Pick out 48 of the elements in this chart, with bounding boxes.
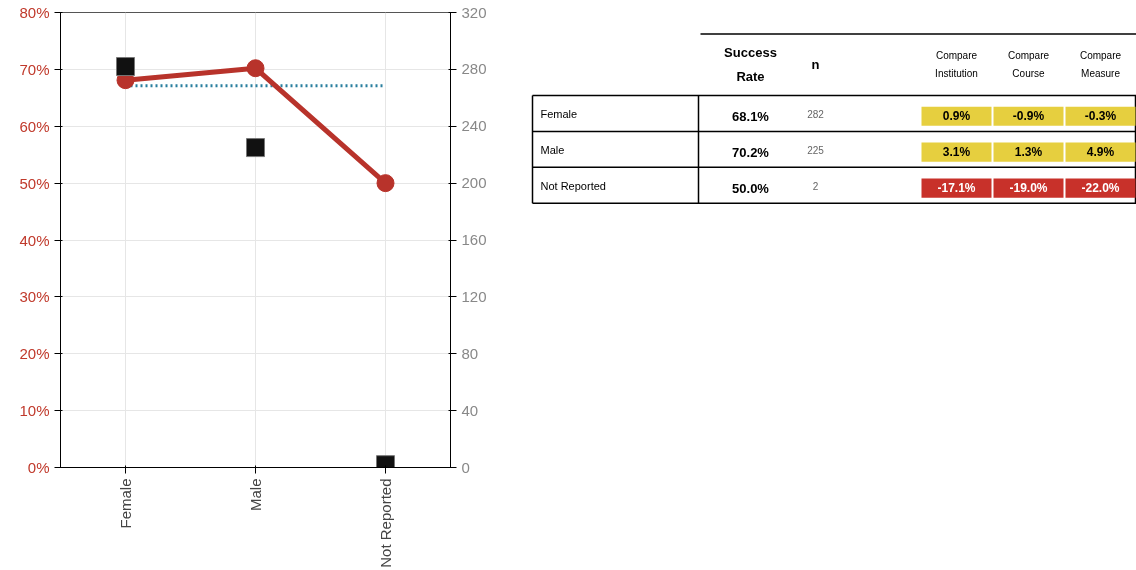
y2-tick-label: 120 (461, 287, 487, 305)
y-tick-label: 30% (19, 288, 50, 306)
y-tick-label: 20% (19, 345, 50, 363)
y2-tick-label: 160 (461, 231, 487, 248)
text: 3.1% (942, 145, 971, 160)
text: 2 (812, 180, 819, 192)
y2-tick-label: 200 (461, 174, 487, 192)
text: -19.0% (1009, 181, 1048, 196)
text: Compare Course (1007, 50, 1050, 79)
y-tick-label: 50% (19, 174, 50, 192)
text: Success Rate (724, 44, 777, 84)
text: n (811, 56, 820, 72)
y2-tick-label: 80 (461, 344, 479, 362)
point (376, 174, 395, 193)
point (246, 138, 265, 158)
point (116, 57, 135, 77)
text: Female (540, 107, 578, 120)
y2-tick-label: 0 (461, 458, 470, 476)
text: 4.9% (1086, 145, 1115, 160)
text: Compare Measure (1079, 50, 1122, 79)
text: 282 (807, 108, 825, 120)
text: Compare Institution (935, 50, 978, 79)
text: 1.3% (1014, 145, 1043, 160)
point (246, 59, 265, 78)
text: -17.1% (937, 181, 976, 196)
y-tick-label: 70% (19, 60, 50, 78)
y2-tick-label: 320 (461, 3, 487, 21)
y-tick-label: 60% (19, 117, 50, 135)
text: 68.1% (732, 108, 770, 124)
text: Not Reported (540, 179, 606, 192)
y-tick-label: 0% (27, 459, 50, 476)
y-tick-label: 10% (19, 402, 50, 420)
text: 225 (807, 144, 825, 156)
y2-tick-label: 40 (461, 401, 479, 419)
x-tick-label: Female (117, 478, 134, 529)
text: -0.9% (1012, 109, 1045, 124)
y2-tick-label: 240 (461, 117, 487, 135)
y2-tick-label: 280 (461, 60, 487, 78)
x-tick-label: Male (247, 478, 264, 512)
text: Male (540, 143, 565, 156)
text: 70.2% (732, 144, 770, 160)
text: -22.0% (1081, 181, 1120, 196)
text: 50.0% (732, 180, 770, 196)
y-tick-label: 80% (19, 4, 50, 21)
text: 0.9% (942, 109, 971, 124)
x-tick-label: Not Reported (377, 478, 394, 568)
text: -0.3% (1084, 109, 1117, 124)
y-tick-label: 40% (19, 231, 50, 249)
